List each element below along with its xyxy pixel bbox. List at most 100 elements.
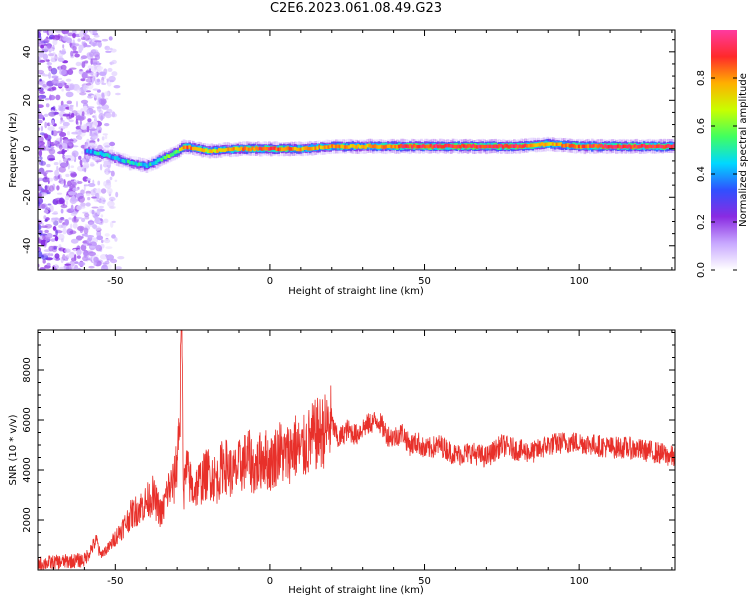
- noise-speckle: [70, 204, 74, 212]
- noise-speckle: [40, 233, 48, 236]
- noise-speckle: [48, 72, 52, 79]
- noise-speckle: [85, 70, 92, 73]
- ridge-cell: [427, 144, 431, 149]
- noise-speckle: [98, 130, 102, 134]
- noise-speckle: [69, 67, 77, 70]
- noise-speckle: [47, 154, 55, 162]
- spectrogram-x-tick-label: 100: [570, 276, 589, 287]
- noise-speckle: [80, 57, 84, 60]
- colorbar-tick-label: 0.0: [696, 262, 707, 278]
- ridge-cell: [119, 158, 123, 163]
- noise-speckle: [59, 69, 67, 76]
- ridge-cell: [273, 146, 277, 150]
- noise-speckle: [72, 187, 79, 192]
- noise-speckle: [64, 263, 71, 266]
- ridge-cell: [88, 150, 91, 154]
- noise-speckle: [61, 30, 70, 35]
- ridge-cell: [394, 145, 397, 149]
- noise-speckle: [64, 219, 69, 226]
- noise-speckle: [70, 179, 75, 182]
- noise-speckle: [65, 78, 72, 82]
- ridge-cell: [533, 143, 537, 147]
- noise-speckle: [62, 121, 70, 127]
- ridge-cell: [127, 159, 130, 164]
- noise-speckle: [73, 248, 77, 252]
- ridge-cell: [399, 144, 403, 148]
- noise-speckle: [61, 88, 64, 92]
- noise-speckle: [86, 106, 95, 109]
- noise-speckle: [97, 180, 101, 186]
- ridge-cell: [459, 145, 462, 149]
- noise-speckle: [84, 60, 89, 64]
- ridge-cell: [423, 144, 427, 149]
- noise-speckle: [42, 235, 46, 240]
- noise-speckle: [40, 125, 44, 132]
- ridge-cell: [587, 144, 590, 148]
- ridge-cell: [503, 144, 507, 148]
- ridge-cell: [177, 149, 180, 154]
- noise-speckle: [61, 238, 64, 243]
- noise-speckle: [78, 155, 82, 160]
- ridge-cell: [372, 144, 375, 149]
- colorbar-tick-label: 0.4: [696, 166, 707, 182]
- snr-x-tick-label: 50: [418, 576, 431, 587]
- ridge-cell: [327, 145, 331, 149]
- noise-speckle: [79, 159, 83, 166]
- noise-speckle: [58, 217, 63, 224]
- noise-speckle: [111, 71, 118, 77]
- noise-speckle: [89, 133, 95, 137]
- noise-speckle: [61, 148, 65, 155]
- noise-speckle: [70, 238, 79, 244]
- noise-speckle: [54, 235, 59, 242]
- ridge-cell: [403, 144, 407, 148]
- ridge-cell: [316, 146, 319, 150]
- ridge-cell: [145, 164, 149, 168]
- noise-speckle: [90, 72, 98, 78]
- noise-speckle: [70, 223, 73, 230]
- ridge-cell: [292, 147, 295, 151]
- ridge-cell: [505, 144, 509, 148]
- ridge-cell: [377, 145, 381, 149]
- ridge-cell: [347, 145, 351, 149]
- spectrogram-ridge-layer: [84, 136, 675, 173]
- noise-speckle: [109, 176, 113, 181]
- ridge-cell: [269, 146, 273, 151]
- noise-speckle: [60, 128, 63, 133]
- noise-speckle: [48, 65, 53, 72]
- ridge-cell: [197, 147, 201, 151]
- noise-speckle: [76, 249, 82, 256]
- ridge-cell: [312, 146, 316, 151]
- ridge-cell: [420, 144, 423, 149]
- noise-speckle: [101, 92, 104, 99]
- ridge-cell: [320, 145, 323, 150]
- ridge-cell: [511, 144, 514, 148]
- noise-speckle: [72, 45, 77, 53]
- noise-speckle: [80, 189, 85, 195]
- noise-speckle: [58, 244, 62, 248]
- ridge-cell: [444, 143, 447, 148]
- noise-speckle: [89, 142, 95, 146]
- noise-speckle: [115, 92, 121, 96]
- ridge-cell: [414, 144, 418, 149]
- noise-speckle: [51, 217, 55, 223]
- ridge-cell: [373, 144, 377, 148]
- ridge-cell: [201, 148, 204, 152]
- ridge-cell: [613, 145, 616, 149]
- ridge-cell: [334, 144, 338, 149]
- figure-title: C2E6.2023.061.08.49.G23: [269, 1, 443, 16]
- noise-speckle: [103, 238, 111, 244]
- ridge-cell: [650, 144, 653, 149]
- ridge-cell: [615, 145, 618, 149]
- noise-speckle: [76, 100, 78, 108]
- spectrogram-frame: [37, 29, 676, 271]
- noise-speckle: [74, 53, 80, 58]
- ridge-cell: [125, 159, 128, 163]
- noise-speckle: [55, 229, 58, 237]
- noise-speckle: [57, 77, 63, 80]
- noise-speckle: [90, 30, 93, 35]
- noise-speckle: [39, 91, 45, 94]
- ridge-cell: [117, 157, 121, 162]
- noise-speckle: [114, 237, 118, 242]
- noise-speckle: [44, 97, 50, 101]
- noise-speckle: [58, 144, 63, 150]
